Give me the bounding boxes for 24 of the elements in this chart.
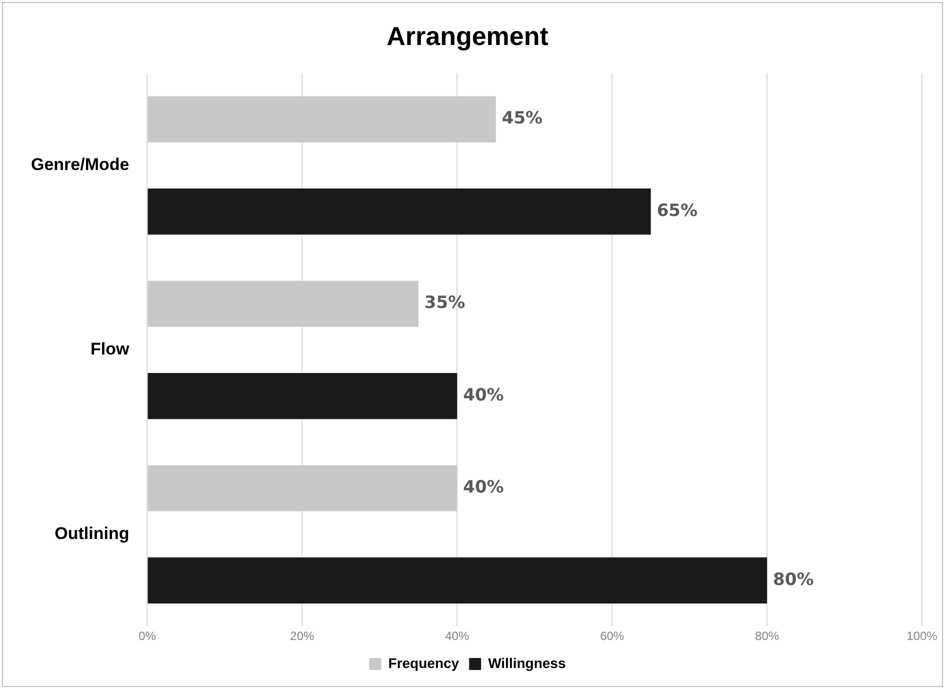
bar [148, 188, 651, 235]
bar [148, 280, 418, 327]
bar [148, 557, 768, 604]
x-tick-label: 100% [906, 629, 938, 644]
legend-label: Willingness [488, 654, 566, 671]
data-label: 40% [463, 478, 504, 498]
x-tick-label: 80% [755, 629, 780, 644]
legend-label: Frequency [388, 654, 460, 671]
x-tick-label: 40% [445, 629, 470, 644]
x-tick-label: 0% [138, 629, 156, 644]
chart-title: Arrangement [386, 20, 549, 51]
data-label: 80% [773, 570, 814, 590]
data-label: 65% [656, 200, 698, 221]
y-tick-label: Flow [90, 340, 130, 359]
x-tick-label: 20% [290, 629, 315, 644]
y-tick-label: Outlining [54, 524, 130, 544]
data-label: 40% [463, 385, 504, 406]
x-tick-label: 60% [600, 629, 624, 644]
bar [148, 372, 458, 420]
bar [148, 465, 458, 512]
data-label: 45% [502, 108, 543, 129]
data-label: 35% [424, 293, 466, 314]
bar [148, 96, 496, 142]
y-tick-label: Genre/Mode [30, 155, 130, 174]
